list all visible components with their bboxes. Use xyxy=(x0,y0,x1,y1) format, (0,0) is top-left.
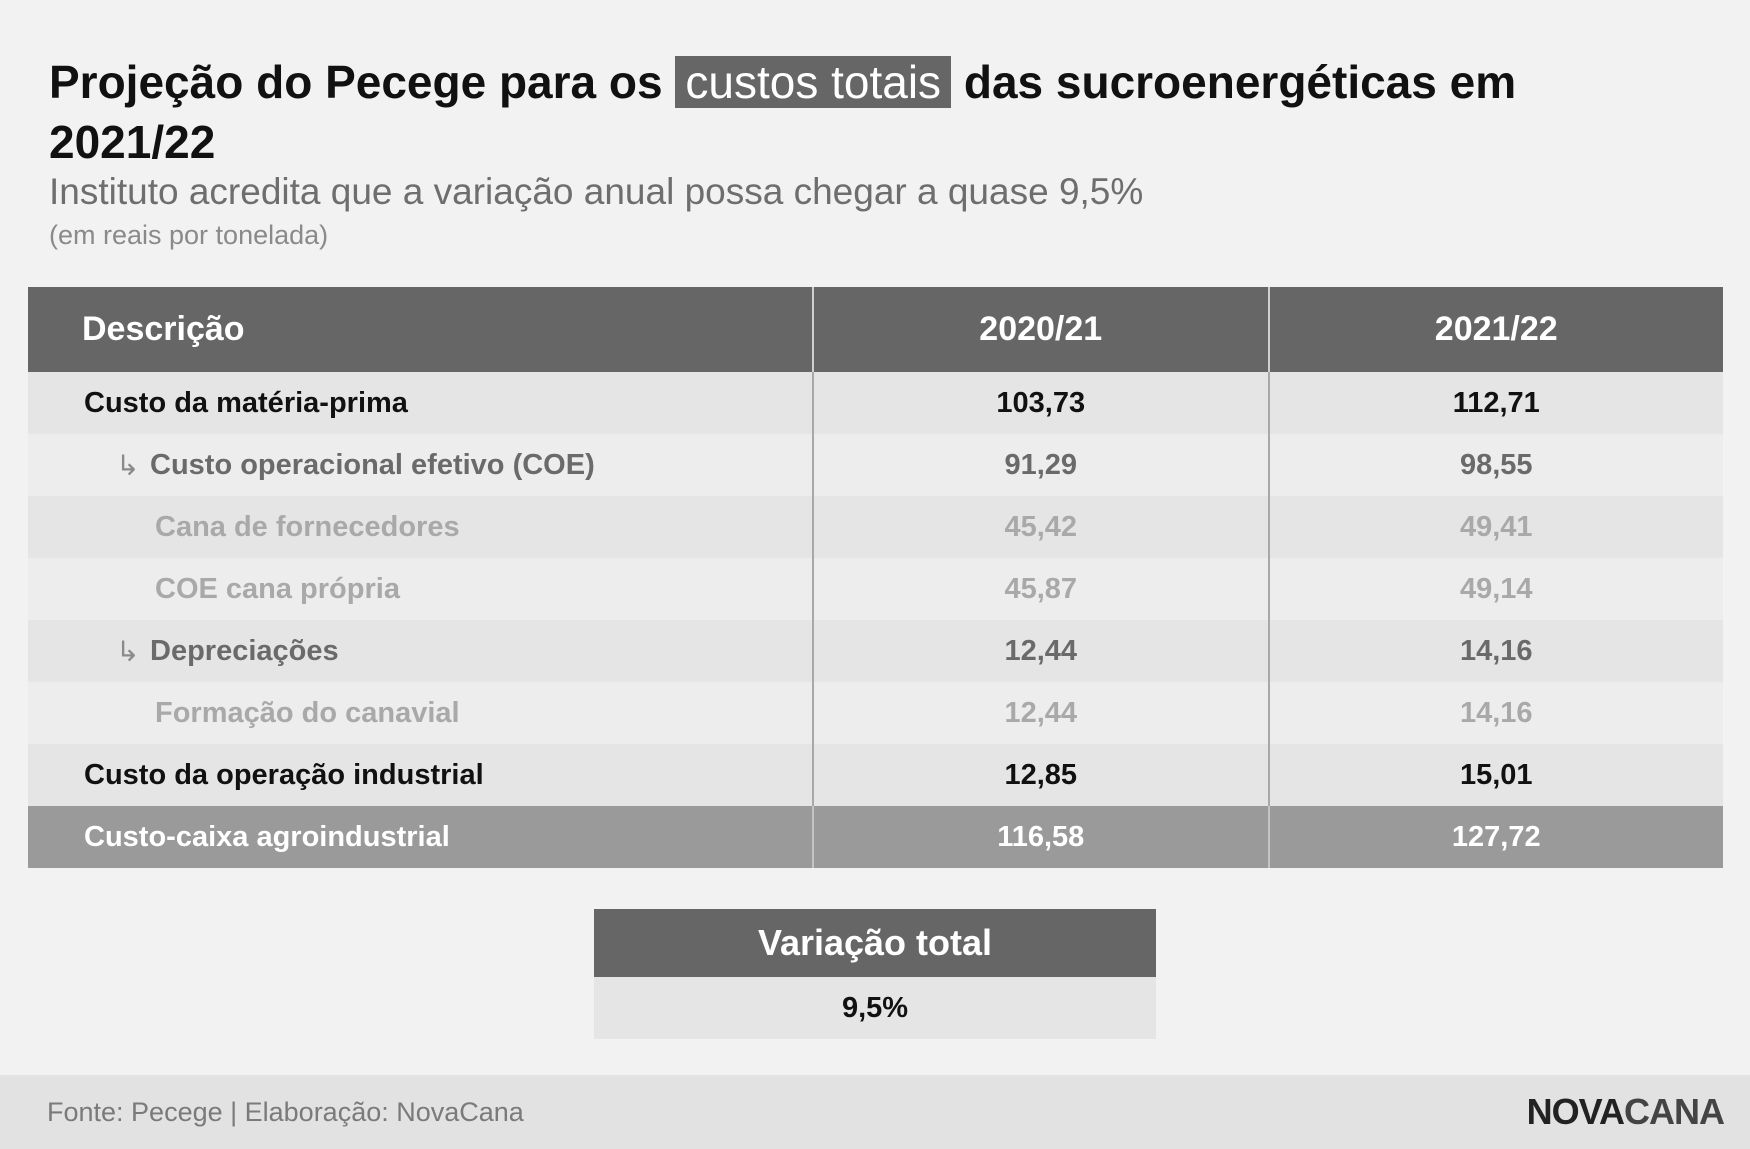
column-divider xyxy=(812,806,814,868)
column-divider xyxy=(812,558,814,620)
column-divider xyxy=(1267,682,1270,744)
variation-box: Variação total 9,5% xyxy=(594,909,1156,1039)
row-label-cell: Custo da operação industrial xyxy=(28,744,812,806)
source-text: Fonte: Pecege | Elaboração: NovaCana xyxy=(47,1096,524,1127)
sub-item-arrow-icon: ↳ xyxy=(116,635,140,667)
novacana-logo: NOVACANA xyxy=(1526,1091,1725,1132)
value-2021-22: 49,14 xyxy=(1459,572,1533,605)
value-2020-21: 12,85 xyxy=(1004,758,1078,791)
unit-note: (em reais por tonelada) xyxy=(49,220,329,250)
value-2021-22: 14,16 xyxy=(1459,634,1533,667)
title-suffix: das sucroenergéticas em 2021/22 xyxy=(49,56,1517,168)
row-label: Depreciações xyxy=(150,634,339,667)
table-row: Cana de fornecedores 45,42 49,41 xyxy=(28,496,1723,558)
variation-label: Variação total xyxy=(594,909,1156,977)
value-2021-22: 98,55 xyxy=(1459,448,1533,481)
value-2021-22: 127,72 xyxy=(1451,820,1541,853)
table-row: ↳ Depreciações 12,44 14,16 xyxy=(28,620,1723,682)
column-divider xyxy=(1267,620,1270,682)
column-divider xyxy=(812,434,814,496)
subtitle: Instituto acredita que a variação anual … xyxy=(49,171,1144,212)
column-divider xyxy=(1267,434,1270,496)
row-label-cell: COE cana própria xyxy=(28,558,812,620)
table-row: ↳ Custo operacional efetivo (COE) 91,29 98,… xyxy=(28,434,1723,496)
row-label: Cana de fornecedores xyxy=(155,510,460,543)
column-divider xyxy=(1267,287,1270,372)
table-row: Custo da operação industrial 12,85 15,01 xyxy=(28,744,1723,806)
table-total-row: Custo-caixa agroindustrial 116,58 127,72 xyxy=(28,806,1723,868)
row-label-cell: Formação do canavial xyxy=(28,682,812,744)
table-body: Custo da matéria-prima 103,73 112,71 ↳ Custo… xyxy=(28,372,1723,868)
row-label-cell: ↳ Depreciações xyxy=(28,620,812,682)
table-row: Custo da matéria-prima 103,73 112,71 xyxy=(28,372,1723,434)
row-label: Custo operacional efetivo (COE) xyxy=(150,448,595,481)
table-row: COE cana própria 45,87 49,14 xyxy=(28,558,1723,620)
value-2020-21: 45,87 xyxy=(1004,572,1078,605)
value-2020-21: 12,44 xyxy=(1004,634,1078,667)
page-title: Projeção do Pecege para os custos totais… xyxy=(49,52,1649,172)
table-header: Descrição 2020/21 2021/22 xyxy=(28,287,1723,372)
column-divider xyxy=(1267,806,1270,868)
value-2020-21: 103,73 xyxy=(996,386,1086,419)
table-row: Formação do canavial 12,44 14,16 xyxy=(28,682,1723,744)
title-prefix: Projeção do Pecege para os xyxy=(49,56,676,108)
column-divider xyxy=(812,496,814,558)
row-label-cell: Custo-caixa agroindustrial xyxy=(28,806,812,868)
value-2020-21: 116,58 xyxy=(997,820,1085,853)
column-divider xyxy=(1267,744,1270,806)
row-label-cell: ↳ Custo operacional efetivo (COE) xyxy=(28,434,812,496)
column-header-2021-22: 2021/22 xyxy=(1434,310,1558,348)
variation-value: 9,5% xyxy=(594,977,1156,1039)
value-2021-22: 14,16 xyxy=(1459,696,1533,729)
row-label: Custo-caixa agroindustrial xyxy=(84,820,450,853)
row-label-cell: Custo da matéria-prima xyxy=(28,372,812,434)
value-2020-21: 45,42 xyxy=(1004,510,1078,543)
row-label: COE cana própria xyxy=(155,572,400,605)
row-label-cell: Cana de fornecedores xyxy=(28,496,812,558)
column-divider xyxy=(812,620,814,682)
column-divider xyxy=(1267,496,1270,558)
column-header-2020-21: 2020/21 xyxy=(979,310,1103,348)
column-divider xyxy=(1267,558,1270,620)
row-label: Formação do canavial xyxy=(155,696,460,729)
value-2020-21: 91,29 xyxy=(1004,448,1078,481)
value-2021-22: 15,01 xyxy=(1459,758,1533,791)
title-highlight: custos totais xyxy=(675,56,952,108)
value-2021-22: 49,41 xyxy=(1459,510,1533,543)
column-divider xyxy=(812,372,814,434)
value-2020-21: 12,44 xyxy=(1004,696,1078,729)
column-divider xyxy=(812,744,814,806)
column-divider xyxy=(1267,372,1270,434)
row-label: Custo da operação industrial xyxy=(84,758,484,791)
sub-item-arrow-icon: ↳ xyxy=(116,449,140,481)
row-label: Custo da matéria-prima xyxy=(84,386,408,419)
value-2021-22: 112,71 xyxy=(1452,386,1540,419)
footer: Fonte: Pecege | Elaboração: NovaCana NOV… xyxy=(0,1075,1750,1149)
column-divider xyxy=(812,287,814,372)
column-header-description: Descrição xyxy=(82,310,245,348)
cost-table: Descrição 2020/21 2021/22 Custo da matér… xyxy=(28,287,1723,868)
column-divider xyxy=(812,682,814,744)
